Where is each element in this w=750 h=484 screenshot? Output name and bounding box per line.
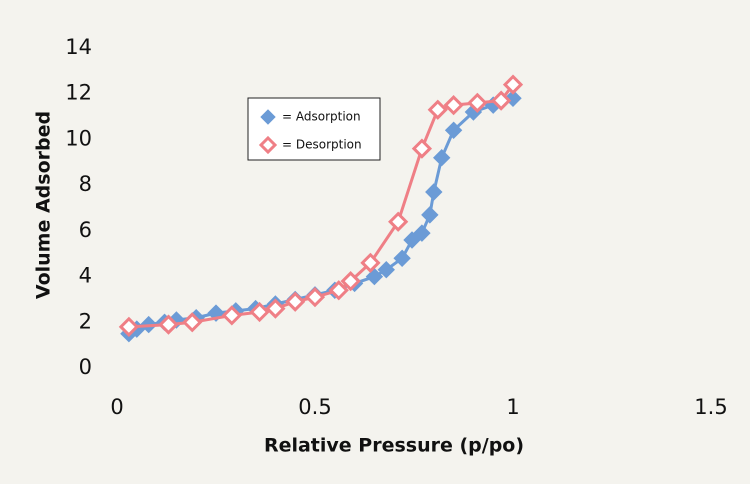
data-point xyxy=(504,89,522,107)
y-axis-label: Volume Adsorbed xyxy=(33,111,55,299)
x-tick-label: 0 xyxy=(110,395,123,419)
data-point xyxy=(425,183,443,201)
x-tick-label: 0.5 xyxy=(298,395,331,419)
x-tick-label: 1 xyxy=(506,395,519,419)
data-point xyxy=(413,224,431,242)
data-point xyxy=(443,95,464,116)
y-tick-label: 6 xyxy=(79,218,92,242)
y-tick-label: 4 xyxy=(79,264,92,288)
data-point xyxy=(118,316,140,337)
data-point xyxy=(265,298,286,319)
y-tick-label: 14 xyxy=(65,35,92,59)
data-point xyxy=(182,312,203,333)
y-tick-label: 0 xyxy=(79,355,92,379)
y-tick-label: 10 xyxy=(65,126,92,150)
data-point xyxy=(388,211,409,232)
data-point xyxy=(221,305,242,326)
data-point xyxy=(393,249,411,267)
x-axis-label: Relative Pressure (p/po) xyxy=(264,435,524,457)
data-point xyxy=(328,280,349,301)
legend-label: = Desorption xyxy=(282,138,362,152)
y-tick-label: 2 xyxy=(79,309,92,333)
data-point xyxy=(304,287,326,308)
legend-label: = Adsorption xyxy=(282,110,361,124)
y-tick-label: 8 xyxy=(79,172,92,196)
data-point xyxy=(433,149,451,167)
data-point xyxy=(421,206,439,224)
data-point xyxy=(158,314,179,335)
data-point xyxy=(377,261,395,279)
legend-marker xyxy=(258,135,278,155)
x-tick-label: 1.5 xyxy=(694,395,727,419)
legend-marker xyxy=(260,109,276,125)
data-point xyxy=(360,252,381,273)
data-point xyxy=(467,92,488,113)
data-point xyxy=(444,121,463,139)
data-point xyxy=(285,291,306,312)
data-point xyxy=(207,304,225,322)
data-point xyxy=(411,138,433,159)
data-point xyxy=(249,301,270,323)
data-point xyxy=(403,231,421,249)
data-point xyxy=(365,267,384,286)
data-point xyxy=(490,90,512,111)
data-point xyxy=(340,271,361,292)
y-tick-label: 12 xyxy=(65,81,92,105)
data-point xyxy=(427,99,448,120)
data-point xyxy=(502,74,524,95)
